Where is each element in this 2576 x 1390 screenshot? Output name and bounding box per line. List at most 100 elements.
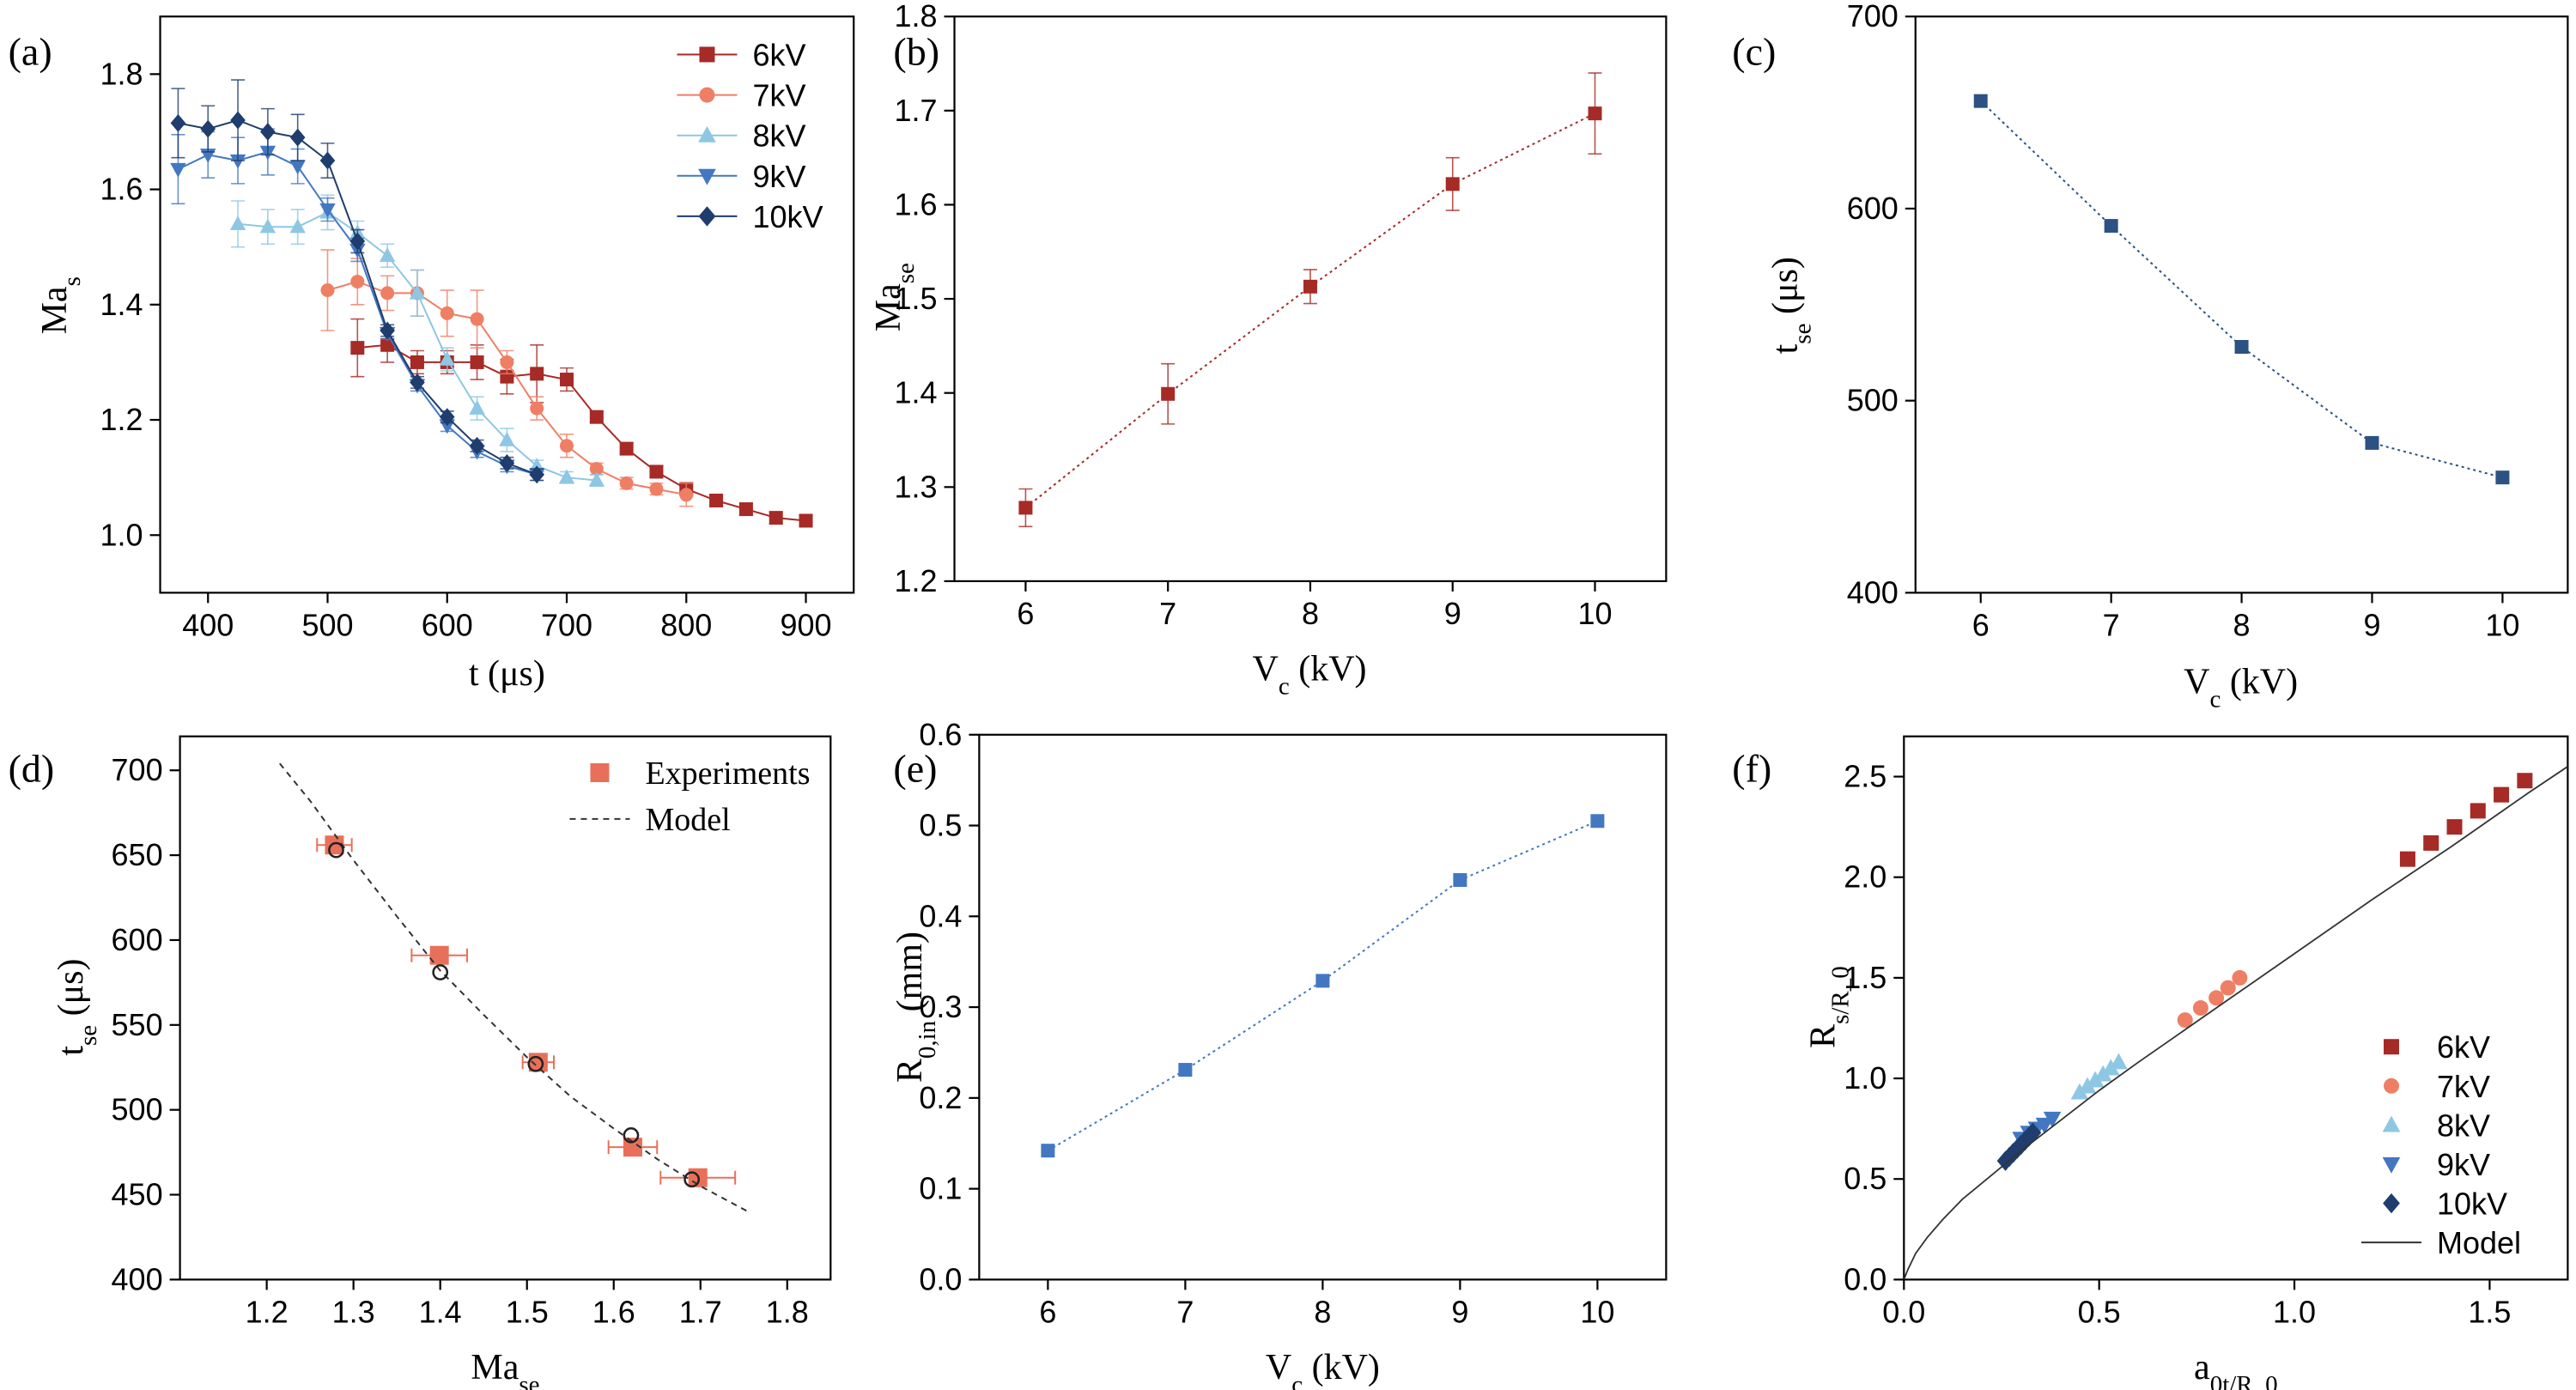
y-tick-label: 600: [1847, 191, 1899, 226]
data-point: [619, 476, 634, 490]
data-point: [410, 373, 425, 392]
data-point: [2495, 470, 2510, 485]
data-point: [289, 160, 306, 175]
x-tick-label: 9: [1444, 596, 1461, 631]
legend-label: Model: [2437, 1225, 2521, 1260]
series-6kv: [2399, 773, 2533, 867]
data-point: [2078, 1077, 2097, 1094]
data-point: [319, 151, 336, 170]
plot-frame: [1903, 735, 2569, 1281]
legend-item: 8kV: [2382, 1108, 2490, 1143]
data-point: [319, 203, 336, 218]
series-line: [238, 211, 597, 482]
y-tick-label: 500: [1847, 383, 1899, 418]
series-7kv: [320, 249, 694, 507]
data-point: [350, 274, 365, 288]
data-point: [170, 162, 186, 178]
data-point: [439, 350, 455, 366]
y-tick-label: 0.4: [919, 898, 962, 933]
data-point: [738, 502, 753, 517]
y-tick-label: 1.2: [100, 402, 143, 437]
data-point: [588, 471, 605, 487]
x-tick-label: 1.4: [419, 1294, 462, 1329]
data-point: [2234, 340, 2249, 355]
y-axis-label: Mas: [35, 276, 86, 334]
panel-label: (c): [1732, 30, 1776, 74]
series-9kv: [170, 128, 545, 483]
data-point: [470, 355, 484, 369]
plot-area: [1041, 814, 1605, 1158]
data-point: [429, 945, 449, 965]
legend-label: 10kV: [2437, 1187, 2507, 1222]
x-tick-label: 400: [182, 607, 234, 642]
data-point: [1453, 873, 1467, 887]
data-point: [2177, 1012, 2193, 1029]
data-point: [1041, 1144, 1055, 1158]
x-tick-label: 7: [2103, 607, 2120, 642]
data-point: [409, 284, 426, 300]
data-point: [1445, 177, 1460, 191]
data-point: [799, 513, 813, 528]
y-tick-label: 1.4: [100, 287, 143, 322]
y-tick-label: 1.5: [894, 281, 937, 316]
legend-item: 6kV: [2384, 1029, 2490, 1065]
data-point: [170, 113, 186, 132]
data-point: [289, 128, 306, 147]
data-point: [2517, 773, 2533, 789]
y-axis-label: tse (μs): [1765, 257, 1816, 354]
legend-item: Experiments: [590, 756, 811, 792]
legend-item: 10kV: [2383, 1187, 2507, 1222]
legend-item: Model: [2361, 1225, 2521, 1260]
x-tick-label: 0.5: [2078, 1294, 2121, 1329]
legend-item: 9kV: [677, 159, 806, 194]
panel-label: (a): [9, 30, 52, 74]
x-tick-label: 1.6: [592, 1294, 635, 1329]
data-point: [259, 218, 276, 234]
series-line: [357, 343, 806, 522]
x-tick-label: 6: [1972, 607, 1990, 642]
x-tick-label: 6: [1017, 596, 1034, 631]
x-tick-label: 1.3: [332, 1294, 375, 1329]
legend-label: 6kV: [752, 37, 805, 72]
y-tick-label: 0.5: [1844, 1161, 1886, 1196]
data-point: [1315, 974, 1330, 988]
x-axis-label: Mase: [471, 1348, 539, 1390]
y-axis-label: tse (μs): [52, 958, 102, 1055]
y-tick-label: 0.0: [919, 1261, 962, 1296]
x-tick-label: 10: [1580, 1294, 1614, 1329]
panel-label: (b): [893, 30, 939, 74]
data-point: [560, 373, 574, 387]
y-axis-label: Mase: [869, 263, 920, 331]
data-point: [2192, 1000, 2208, 1017]
x-tick-label: 500: [301, 607, 353, 642]
legend-item: 10kV: [677, 199, 823, 234]
data-point: [1303, 279, 1317, 294]
y-tick-label: 1.8: [894, 0, 937, 33]
x-tick-label: 700: [541, 607, 592, 642]
panel-label: (e): [893, 746, 937, 790]
x-tick-label: 6: [1039, 1294, 1056, 1329]
series-line: [279, 762, 749, 1213]
series-line: [1047, 820, 1598, 1152]
plot-area: [279, 762, 749, 1213]
series-0: [1973, 94, 2510, 485]
y-tick-label: 1.6: [894, 186, 937, 222]
legend-item: 9kV: [2382, 1147, 2490, 1182]
x-tick-label: 8: [1302, 596, 1319, 631]
legend-marker: [698, 206, 716, 227]
data-point: [500, 355, 514, 369]
data-point: [2470, 803, 2486, 819]
x-tick-label: 1.0: [2273, 1294, 2316, 1329]
legend-label: 10kV: [752, 199, 823, 234]
legend-label: 9kV: [2437, 1147, 2490, 1182]
x-tick-label: 9: [1451, 1294, 1468, 1329]
data-point: [2446, 819, 2463, 835]
data-point: [320, 283, 335, 298]
x-axis-label: Vc (kV): [2184, 663, 2298, 713]
data-point: [560, 439, 574, 453]
y-tick-label: 1.4: [894, 375, 937, 410]
panel-label: (f): [1732, 746, 1771, 790]
x-axis-label: a0t/R_0: [2194, 1348, 2278, 1390]
data-point: [619, 441, 634, 456]
plot-frame: [179, 735, 832, 1281]
